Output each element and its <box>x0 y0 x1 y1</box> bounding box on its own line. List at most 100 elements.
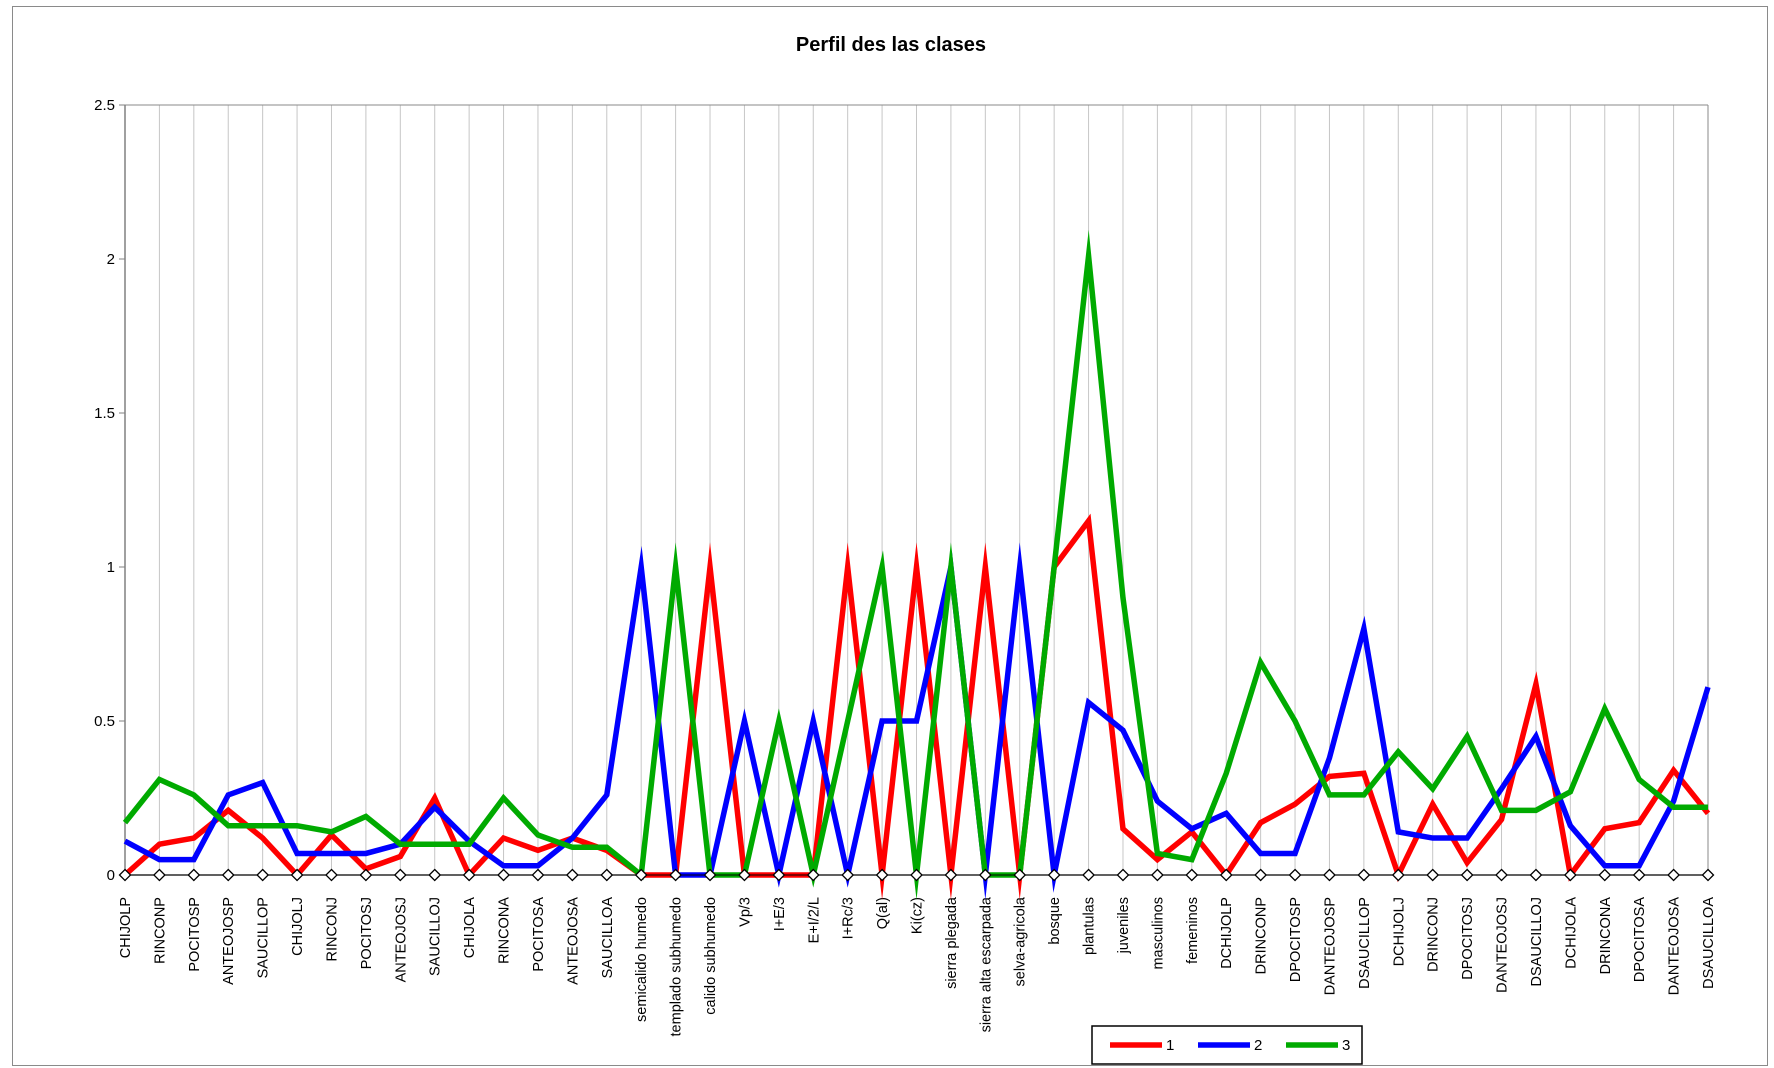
x-category-label: DANTEOJOSP <box>1322 897 1338 995</box>
y-tick-label: 1 <box>107 559 115 576</box>
baseline-marker <box>462 868 476 882</box>
baseline-marker <box>1563 868 1577 882</box>
baseline-marker <box>1701 868 1715 882</box>
x-category-label: DPOCITOSA <box>1632 897 1648 982</box>
baseline-marker <box>806 868 820 882</box>
baseline-marker <box>256 868 270 882</box>
x-category-label: I+Rc/3 <box>841 897 857 939</box>
x-category-label: CHIJOLP <box>118 897 134 958</box>
x-category-label: Ki(cz) <box>910 897 926 934</box>
y-tick-label: 1.5 <box>94 405 115 422</box>
baseline-marker <box>841 868 855 882</box>
baseline-marker <box>1013 868 1027 882</box>
x-category-label: DSAUCILLOP <box>1357 897 1373 989</box>
baseline-marker <box>1391 868 1405 882</box>
baseline-marker <box>1357 868 1371 882</box>
x-category-label: DSAUCILLOA <box>1701 897 1717 989</box>
x-category-label: templado subhumedo <box>669 897 685 1036</box>
x-category-label: femeninos <box>1185 897 1201 964</box>
x-category-label: semicalido humedo <box>634 897 650 1022</box>
baseline-marker <box>703 868 717 882</box>
x-axis-categories: CHIJOLP RINCONP POCITOSP ANTEOJOSP SAUCILLOP… <box>118 875 1717 1036</box>
grid-lines <box>125 104 1709 875</box>
baseline-marker <box>978 868 992 882</box>
baseline-marker <box>118 868 132 882</box>
x-category-label: DRINCONP <box>1254 897 1270 974</box>
baseline-marker <box>738 868 751 882</box>
x-category-label: Q(al) <box>875 897 891 929</box>
baseline-markers <box>118 868 1715 882</box>
x-category-label: ANTEOJOSJ <box>393 897 409 982</box>
baseline-marker <box>497 868 510 882</box>
x-category-label: POCITOSP <box>187 897 203 972</box>
baseline-marker <box>1219 868 1233 882</box>
series-2-line <box>123 542 1711 900</box>
y-tick-label: 0.5 <box>94 713 115 730</box>
baseline-marker <box>944 868 958 882</box>
baseline-marker <box>1632 868 1646 882</box>
baseline-marker <box>669 868 683 882</box>
x-category-label: DPOCITOSJ <box>1460 897 1476 980</box>
baseline-marker <box>325 868 338 882</box>
baseline-marker <box>1426 868 1440 882</box>
baseline-marker <box>428 868 442 882</box>
x-category-label: I+E/3 <box>772 897 788 931</box>
baseline-marker <box>1288 868 1302 882</box>
x-category-label: Vp/3 <box>737 897 753 927</box>
x-category-label: DPOCITOSP <box>1288 897 1304 982</box>
baseline-marker <box>1116 868 1130 882</box>
y-tick-label: 0 <box>107 867 115 884</box>
baseline-marker <box>221 868 235 882</box>
x-category-label: DCHIJOLJ <box>1391 897 1407 966</box>
x-category-label: calido subhumedo <box>703 897 719 1015</box>
baseline-marker <box>1254 868 1268 882</box>
x-category-label: sierra plegada <box>944 896 960 989</box>
chart-svg: Perfil des las clases 0 0.5 1 1.5 2 2.5 CHIJO… <box>94 34 1717 1065</box>
legend-label-2: 2 <box>1254 1037 1262 1054</box>
series-1-line <box>123 513 1711 900</box>
baseline-marker <box>1323 868 1336 882</box>
baseline-marker <box>1667 868 1681 882</box>
baseline-marker <box>1495 868 1508 882</box>
x-category-label: ANTEOJOSA <box>565 897 581 985</box>
baseline-marker <box>1082 868 1095 882</box>
baseline-marker <box>772 868 786 882</box>
x-category-label: CHIJOLJ <box>290 897 306 956</box>
x-category-label: selva-agricola <box>1013 896 1029 986</box>
x-category-label: sierra alta escarpada <box>978 896 994 1032</box>
chart-title: Perfil des las clases <box>796 34 986 56</box>
baseline-marker <box>1460 868 1474 882</box>
y-tick-label: 2.5 <box>94 97 115 114</box>
baseline-marker <box>910 868 923 882</box>
baseline-marker <box>1598 868 1612 882</box>
x-category-label: DCHIJOLA <box>1563 897 1579 969</box>
x-category-label: SAUCILLOA <box>600 897 616 979</box>
x-category-label: E+I/2/L <box>806 897 822 943</box>
x-category-label: RINCONP <box>152 897 168 964</box>
x-category-label: DANTEOJOSA <box>1667 897 1683 996</box>
baseline-marker <box>875 868 889 882</box>
y-axis-ticks: 0 0.5 1 1.5 2 2.5 <box>94 97 125 884</box>
x-category-label: masculinos <box>1150 897 1166 970</box>
y-tick-label: 2 <box>107 251 115 268</box>
baseline-marker <box>634 868 648 882</box>
x-category-label: DSAUCILLOJ <box>1529 897 1545 986</box>
x-category-label: DRINCONJ <box>1426 897 1442 972</box>
legend-label-1: 1 <box>1166 1037 1174 1054</box>
baseline-marker <box>290 868 304 882</box>
x-category-label: SAUCILLOP <box>256 897 272 978</box>
legend: 1 2 3 <box>1091 1025 1363 1065</box>
baseline-marker <box>187 868 201 882</box>
x-category-label: DCHIJOLP <box>1219 897 1235 969</box>
x-category-label: SAUCILLOJ <box>428 897 444 976</box>
x-category-label: POCITOSJ <box>359 897 375 969</box>
baseline-marker <box>152 868 166 882</box>
x-category-label: plantulas <box>1082 897 1098 955</box>
chart-frame: Perfil des las clases 0 0.5 1 1.5 2 2.5 CHIJO… <box>12 6 1768 1066</box>
legend-label-3: 3 <box>1342 1037 1350 1054</box>
baseline-marker <box>1047 868 1061 882</box>
baseline-marker <box>565 868 579 882</box>
x-category-label: juveniles <box>1116 897 1132 954</box>
x-category-label: CHIJOLA <box>462 897 478 959</box>
baseline-marker <box>1185 868 1199 882</box>
